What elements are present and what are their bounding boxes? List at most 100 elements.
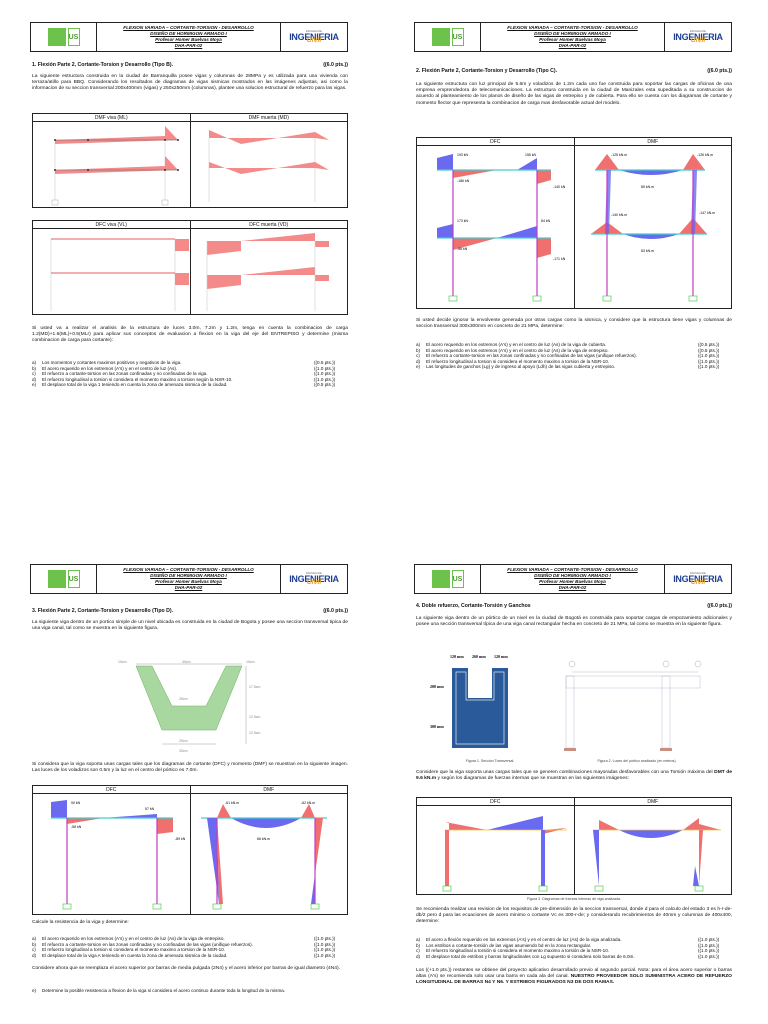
moment-label: -147 kN.m (699, 211, 715, 215)
item-points: ((0.5 pts.)) (698, 342, 720, 347)
item-letter: d) (416, 358, 421, 364)
dmf-panel: DMF (574, 798, 731, 894)
logo-script-text: Civil (690, 579, 706, 586)
moment-label: 85 kN.m (641, 185, 654, 189)
header-line-1: FLEXION VARIADA – CORTANTE-TORSION - DES… (507, 567, 638, 572)
logo-small-text: ESCUELA DE (690, 572, 706, 575)
item-text: El refuerzo a cortante-torsion en las zo… (42, 941, 253, 947)
item-points: ((1.0 pts.)) (314, 947, 336, 953)
list-item: b) El acero requerido en los extremos (A'… (416, 348, 732, 354)
dimension-label: 120 mm (494, 654, 508, 659)
question-3-title: 3. Flexión Parte 2, Cortante-Torsion y D… (32, 608, 348, 614)
question-4-paragraph-3: Se recomienda realizar una revision de l… (416, 907, 732, 925)
header-line-3: Profesor Homer Buelvas Moya (539, 579, 606, 584)
university-logo: US (31, 565, 97, 593)
logo-small-text: ESCUELA DE (306, 30, 322, 33)
question-3-items: a) El acero requerido en los extremos (A'… (32, 936, 348, 958)
header-line-1: FLEXION VARIADA – CORTANTE-TORSION - DES… (123, 567, 254, 572)
header-line-1: FLEXION VARIADA – CORTANTE-TORSION - DES… (123, 25, 254, 30)
question-4-intro: La siguiente viga dentro de un pórtico d… (416, 616, 732, 628)
university-logo: US (31, 23, 97, 51)
dfc-figure: DFC viva (VL) DFC muerta (VD) (32, 220, 348, 315)
list-item: c) El refuerzo a cortante-torsion en las … (32, 371, 348, 377)
header-title-block: FLEXION VARIADA – CORTANTE-TORSION - DES… (97, 23, 281, 51)
document-header: US FLEXION VARIADA – CORTANTE-TORSION - … (30, 22, 348, 52)
figure-3-caption: Figura 3. Diagramas de fuerzas internas … (526, 897, 622, 901)
dimension-label: 25cm (179, 697, 188, 701)
university-logo: US (415, 23, 481, 51)
question-3-item-e: e) Determine la posible resistencia a fle… (32, 988, 348, 994)
logo-small-text: ESCUELA DE (306, 572, 322, 575)
question-3-intro: La siguiente viga dentro de un portico s… (32, 620, 348, 632)
header-line-3: Profesor Homer Buelvas Moya (155, 579, 222, 584)
dfc-diagram: 193 kN 155 kN -186 kN -140 kN 173 kN 84 … (437, 153, 566, 302)
item-text: El refuerzo a cortante-torsion en las zo… (42, 371, 208, 377)
question-2-paragraph-2: Si usted decide ignorar la envolvente ge… (416, 318, 732, 330)
shear-label: -89 kN (175, 837, 186, 841)
item-points: ((1.0 pts.)) (314, 952, 336, 958)
item-text: Las longitudes de ganchos (Lg) y de ingr… (426, 364, 616, 370)
document-header: US FLEXION VARIADA – CORTANTE-TORSION - … (414, 564, 732, 594)
dfc-panel: DFC 90 kN 57 kN -58 kN -89 kN (33, 786, 191, 914)
item-points: ((0.5 pts.)) (698, 347, 720, 353)
logo-main-text: INGENIERIA (673, 32, 723, 42)
dimension-label: 17.5cm (249, 685, 261, 689)
question-title-text: 2. Flexión Parte 2, Cortante-Torsion y D… (416, 68, 558, 74)
dimension-label: 300 mm (430, 724, 444, 729)
header-line-2: DISEÑO DE HORMIGON ARMADO I (534, 573, 611, 578)
panel-caption: DFC muerta (VD) (190, 221, 347, 229)
dfc-viva-panel: DFC viva (VL) (33, 221, 191, 314)
item-letter: a) (32, 360, 37, 365)
header-line-4: DHA-PAR-02 (174, 43, 203, 48)
header-line-3: Profesor Homer Buelvas Moya (155, 37, 222, 42)
item-text: El refuerzo longitudinal a torsion si co… (42, 947, 226, 953)
question-2-title: 2. Flexión Parte 2, Cortante-Torsion y D… (416, 68, 732, 74)
paragraph-text: Considere que la viga soporta unas carga… (416, 770, 715, 775)
shear-label: -96 kN (457, 247, 468, 251)
moment-label: -61 kN.m (225, 801, 239, 805)
item-points: ((1.0 pts.)) (314, 936, 336, 941)
panel-caption: DMF muerta (MD) (190, 114, 347, 122)
shear-label: -171 kN (553, 257, 566, 261)
list-item: a) El acero requerido en los extremos (A'… (32, 936, 348, 942)
list-item: e) El desplace total de la viga 1 teniend… (32, 382, 348, 388)
dimension-label: 10cm (118, 660, 127, 664)
document-header: US FLEXION VARIADA – CORTANTE-TORSION - … (414, 22, 732, 52)
panel-caption: DFC (417, 798, 574, 806)
item-points: ((0.5 pts.)) (314, 382, 336, 388)
shear-label: 173 kN (457, 219, 469, 223)
question-1-items: a) Los momentos y cortantes maximos posit… (32, 360, 348, 388)
dmf-muerta-panel: DMF muerta (MD) (190, 114, 347, 207)
question-2-items: a) El acero requerido en los extremos (A'… (416, 342, 732, 370)
dmf-figure: DMF viva (ML) DMF muerta (MD) (32, 113, 348, 208)
moment-label: -62 kN.m (301, 801, 315, 805)
item-points: ((1.0 pts.)) (698, 942, 720, 948)
header-line-2: DISEÑO DE HORMIGON ARMADO I (534, 31, 611, 36)
document-header: US FLEXION VARIADA – CORTANTE-TORSION - … (30, 564, 348, 594)
moment-label: -126 kN.m (697, 153, 713, 157)
question-1-intro: La siguiente estructura construida en la… (32, 74, 348, 92)
paragraph-bold-text: DMT de 9.6 kN.m (416, 770, 732, 782)
dmf-diagram (592, 818, 721, 892)
item-letter: e) (416, 364, 421, 370)
question-points: ((6.0 pts.)) (323, 608, 348, 614)
item-text: El desplace total de la viga 1 teniendo … (42, 382, 228, 388)
dfc-panel: DFC 193 kN 155 kN -186 kN -140 kN (417, 138, 575, 308)
dimension-label: 25cm (179, 739, 188, 743)
header-line-4: DHA-PAR-02 (558, 43, 587, 48)
item-letter: b) (416, 942, 421, 948)
list-item: e) Determine la posible resistencia a fle… (32, 988, 348, 994)
canal-section-drawing: 10cm 40cm 10cm 25cm 17.5cm 12.5cm 12.5cm… (118, 660, 261, 753)
dfc-diagram (442, 816, 567, 892)
dimension-label: 120 mm (450, 654, 464, 659)
question-points: ((6.0 pts.)) (707, 68, 732, 74)
rectangular-canal-section: 120 mm 260 mm 120 mm 200 mm 300 mm (430, 654, 508, 748)
dfc-panel: DFC (417, 798, 575, 894)
dfc-dmf-figure: DFC DMF (416, 797, 732, 895)
dfc-dmf-figure: DFC 193 kN 155 kN -186 kN -140 kN (416, 137, 732, 309)
question-4-title: 4. Doble refuerzo, Cortante-Torsión y Ga… (416, 603, 732, 609)
shear-label: -140 kN (553, 185, 566, 189)
item-text: El acero requerido en los extremos (A's)… (426, 342, 607, 347)
item-letter: a) (416, 342, 421, 347)
ingenieria-civil-logo: ESCUELA DE INGENIERIA Civil (281, 23, 347, 51)
